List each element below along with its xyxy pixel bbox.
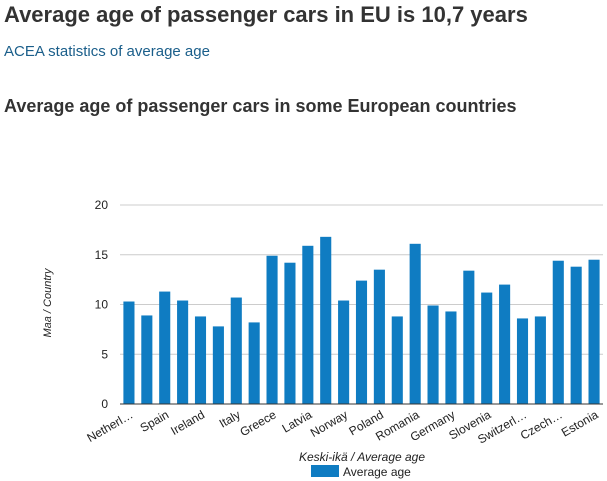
x-tick-label: Ireland [168, 407, 207, 437]
y-axis-ticks: 0 5 10 15 20 [95, 198, 109, 411]
y-axis-label: Maa / Country [42, 267, 54, 338]
bar [159, 291, 171, 404]
x-axis-label: Keski-ikä / Average age [299, 450, 425, 464]
bar [266, 255, 278, 404]
bar [373, 269, 385, 404]
x-tick-label: Spain [138, 407, 172, 434]
bar [230, 297, 242, 404]
bar [248, 322, 260, 404]
legend-swatch [311, 465, 339, 477]
bar [499, 284, 511, 404]
x-tick-label: Estonia [559, 407, 601, 439]
acea-statistics-link[interactable]: ACEA statistics of average age [4, 43, 210, 60]
legend-label: Average age [343, 465, 411, 479]
bar [427, 305, 439, 404]
bar [534, 316, 546, 404]
bar [284, 262, 296, 404]
y-tick-label: 0 [101, 397, 108, 411]
x-tick-label: Greece [237, 407, 278, 439]
bar [338, 300, 350, 404]
bar [588, 259, 600, 404]
bar [320, 236, 332, 404]
bar [516, 318, 529, 404]
y-tick-label: 10 [95, 298, 109, 312]
page-title: Average age of passenger cars in EU is 1… [4, 2, 528, 27]
bar [177, 300, 189, 404]
y-tick-label: 15 [95, 248, 109, 262]
bar [355, 280, 368, 404]
chart-bars [123, 236, 600, 404]
legend: Average age [311, 465, 411, 479]
bar [391, 316, 403, 404]
x-tick-label: Norway [308, 407, 350, 439]
section-title: Average age of passenger cars in some Eu… [4, 96, 517, 116]
x-tick-label: Netherl… [85, 407, 136, 444]
bar [570, 266, 582, 404]
bar [481, 292, 493, 404]
bar [445, 311, 457, 404]
bar [123, 301, 135, 404]
y-tick-label: 5 [101, 347, 108, 361]
bar [194, 316, 207, 404]
bar [409, 243, 421, 404]
y-tick-label: 20 [95, 198, 109, 212]
bar [463, 270, 475, 404]
bar [212, 326, 224, 404]
bar [552, 260, 564, 404]
bar [141, 315, 153, 404]
bar [302, 245, 314, 404]
